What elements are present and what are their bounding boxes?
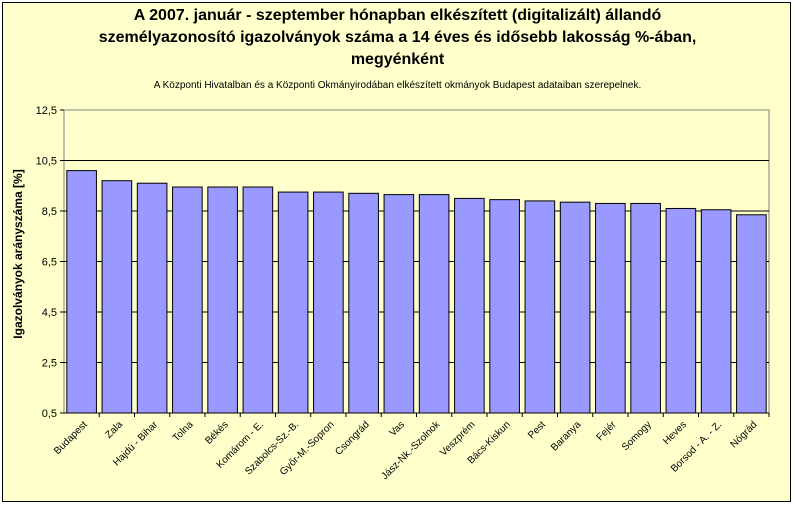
bar-7 <box>313 191 344 414</box>
x-tick-label: Jász-Nk.-Szolnok <box>379 419 442 482</box>
bar-11 <box>454 197 485 414</box>
bar-0 <box>66 170 97 414</box>
y-tick-label: 4,5 <box>42 307 57 319</box>
x-tick-label: Fejér <box>595 419 619 443</box>
y-axis-ticks: 0,5 2,5 4,5 6,5 8,5 10,5 12,5 <box>36 105 64 420</box>
bar-5 <box>242 186 274 414</box>
bar-15 <box>595 202 626 414</box>
bars <box>66 170 767 414</box>
x-tick-label: Békés <box>203 419 230 446</box>
bar-12 <box>489 199 520 414</box>
x-tick-label: Budapest <box>52 419 90 457</box>
x-tick-label: Zala <box>103 419 125 441</box>
x-tick-label: Baranya <box>549 419 583 453</box>
x-tick-label: Pest <box>526 419 548 441</box>
bar-8 <box>348 192 379 414</box>
y-tick-label: 2,5 <box>42 358 57 370</box>
bar-18 <box>700 209 732 414</box>
y-tick-label: 0,5 <box>42 408 57 420</box>
chart-title-line-1: A 2007. január - szeptember hónapban elk… <box>133 7 662 24</box>
y-tick-label: 10,5 <box>36 156 57 168</box>
chart-title-line-2: személyazonosító igazolványok száma a 14… <box>98 29 697 46</box>
bar-3 <box>172 186 203 414</box>
y-tick-label: 6,5 <box>42 257 57 269</box>
x-tick-label: Somogy <box>620 419 654 453</box>
x-tick-label: Heves <box>661 419 689 447</box>
chart-subtitle: A Központi Hivatalban és a Központi Okmá… <box>153 80 642 91</box>
bar-19 <box>736 214 767 414</box>
bar-1 <box>101 180 133 414</box>
bar-17 <box>665 207 697 414</box>
y-tick-label: 12,5 <box>36 105 57 117</box>
bar-14 <box>559 201 591 414</box>
x-tick-label: Csongrád <box>333 419 371 457</box>
x-tick-label: Tolna <box>171 419 196 444</box>
y-axis-label: Igazolványok arányszáma [%] <box>11 169 25 338</box>
bar-13 <box>524 200 556 414</box>
bar-10 <box>418 194 450 414</box>
chart-title-line-3: megyénként <box>350 51 445 68</box>
x-tick-label: Vas <box>388 419 407 438</box>
bar-16 <box>630 202 661 414</box>
y-tick-label: 8,5 <box>42 206 57 218</box>
bar-2 <box>136 182 168 414</box>
x-tick-label: Nógrád <box>729 419 760 450</box>
bar-6 <box>277 191 309 414</box>
bar-9 <box>383 194 415 414</box>
bar-4 <box>207 186 238 414</box>
